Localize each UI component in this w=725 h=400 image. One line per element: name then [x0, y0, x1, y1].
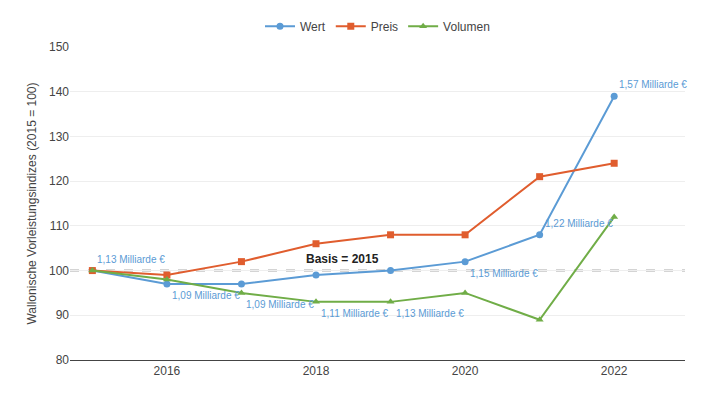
svg-text:Wert: Wert	[300, 20, 326, 34]
svg-text:2016: 2016	[154, 364, 181, 378]
svg-text:1,11 Milliarde €: 1,11 Milliarde €	[321, 308, 389, 319]
svg-text:Volumen: Volumen	[443, 20, 490, 34]
svg-text:1,09 Milliarde €: 1,09 Milliarde €	[246, 299, 314, 310]
svg-text:90: 90	[56, 308, 70, 322]
svg-text:150: 150	[49, 40, 69, 54]
svg-text:Preis: Preis	[371, 20, 398, 34]
svg-text:80: 80	[56, 353, 70, 367]
svg-text:100: 100	[49, 264, 69, 278]
svg-text:2018: 2018	[303, 364, 330, 378]
svg-text:110: 110	[50, 219, 69, 233]
svg-text:2020: 2020	[452, 364, 479, 378]
svg-text:1,57 Milliarde €: 1,57 Milliarde €	[619, 79, 687, 90]
svg-text:130: 130	[49, 130, 69, 144]
svg-text:Wallonische Vorleistungsindize: Wallonische Vorleistungsindizes (2015 = …	[25, 82, 39, 324]
svg-text:120: 120	[49, 174, 69, 188]
svg-text:1,22 Milliarde €: 1,22 Milliarde €	[545, 218, 613, 229]
svg-text:1,09 Milliarde €: 1,09 Milliarde €	[172, 290, 240, 301]
svg-text:1,15 Milliarde €: 1,15 Milliarde €	[470, 268, 538, 279]
svg-text:2022: 2022	[601, 364, 628, 378]
svg-text:1,13 Milliarde €: 1,13 Milliarde €	[97, 254, 165, 265]
svg-text:1,13 Milliarde €: 1,13 Milliarde €	[396, 308, 464, 319]
svg-text:140: 140	[49, 85, 69, 99]
svg-text:Basis = 2015: Basis = 2015	[306, 252, 379, 266]
